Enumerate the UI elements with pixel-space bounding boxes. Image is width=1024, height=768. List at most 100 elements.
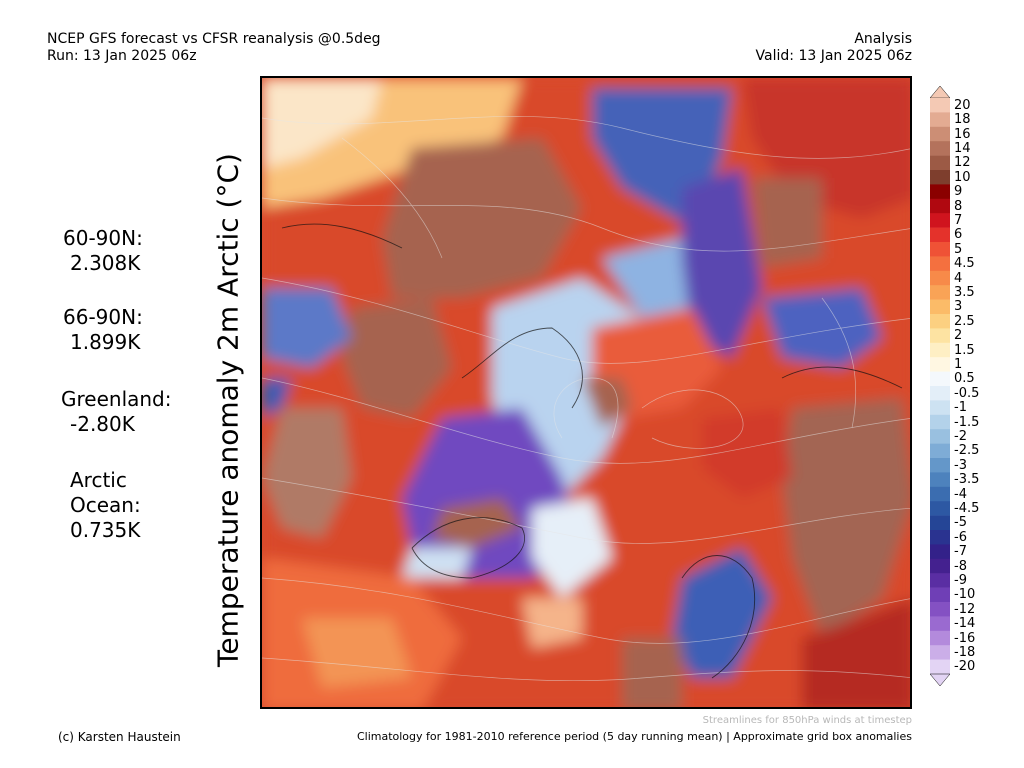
valid-time: Valid: 13 Jan 2025 06z xyxy=(755,48,912,64)
header-left: NCEP GFS forecast vs CFSR reanalysis @0.… xyxy=(47,31,381,65)
colorbar-tick-label: -1 xyxy=(954,400,967,416)
colorbar-tick-label: 8 xyxy=(954,198,963,214)
colorbar-tick-label: -5 xyxy=(954,515,967,531)
colorbar-tick-label: -18 xyxy=(954,644,976,660)
colorbar-segment xyxy=(930,170,950,185)
colorbar-segment xyxy=(930,227,950,243)
colorbar-segment xyxy=(930,573,950,588)
run-time: Run: 13 Jan 2025 06z xyxy=(47,48,197,64)
stat-value: -2.80K xyxy=(70,412,135,436)
colorbar-segment xyxy=(930,314,950,329)
colorbar-tick-label: 3.5 xyxy=(954,284,975,300)
climatology-note: Climatology for 1981-2010 reference peri… xyxy=(356,730,912,743)
colorbar-tick-label: 2 xyxy=(954,328,963,344)
colorbar-segment xyxy=(930,270,950,286)
colorbar-segment xyxy=(930,155,950,171)
colorbar-segment xyxy=(930,486,950,502)
colorbar-segment xyxy=(930,371,950,387)
colorbar-tick-label: 10 xyxy=(954,169,971,185)
colorbar-segment xyxy=(930,256,950,272)
colorbar-tick-label: 4.5 xyxy=(954,256,975,272)
colorbar-segment xyxy=(930,443,950,459)
colorbar-segment xyxy=(930,616,950,632)
colorbar-segment xyxy=(930,126,950,142)
colorbar-tick-label: 5 xyxy=(954,241,963,257)
colorbar-tick-label: -20 xyxy=(954,659,976,675)
colorbar-tick-label: 7 xyxy=(954,212,963,228)
colorbar-tick-label: 6 xyxy=(954,227,963,243)
colorbar-tick-label: 16 xyxy=(954,126,971,142)
colorbar-segment xyxy=(930,299,950,315)
colorbar-segment xyxy=(930,98,950,113)
colorbar-tick-label: 1 xyxy=(954,356,963,372)
colorbar-segment xyxy=(930,285,950,300)
colorbar-segment xyxy=(930,544,950,560)
colorbar-segment xyxy=(930,242,950,257)
colorbar-min-arrow xyxy=(930,673,950,686)
colorbar-segment xyxy=(930,429,950,444)
colorbar-segment xyxy=(930,630,950,646)
colorbar-tick-label: 9 xyxy=(954,184,963,200)
anomaly-field xyxy=(262,78,910,707)
colorbar-tick-label: 3 xyxy=(954,299,963,315)
colorbar-segment xyxy=(930,141,950,156)
stat-value: 1.899K xyxy=(70,330,141,354)
colorbar-segment xyxy=(930,501,950,516)
colorbar-tick-label: -10 xyxy=(954,587,976,603)
colorbar-tick-label: -16 xyxy=(954,630,976,646)
anomaly-map xyxy=(260,76,912,709)
stat-label: 66-90N: xyxy=(63,305,143,329)
colorbar-segment xyxy=(930,587,950,603)
colorbar-tick-label: -3.5 xyxy=(954,472,980,488)
colorbar-segment xyxy=(930,328,950,344)
colorbar-segment xyxy=(930,184,950,200)
colorbar-tick-label: -2 xyxy=(954,428,967,444)
colorbar-segment xyxy=(930,112,950,128)
colorbar-tick-label: -7 xyxy=(954,544,967,560)
credit: (c) Karsten Haustein xyxy=(58,730,181,744)
header-right: Analysis Valid: 13 Jan 2025 06z xyxy=(756,31,912,65)
colorbar-segment xyxy=(930,342,950,358)
colorbar-segment xyxy=(930,213,950,228)
colorbar-tick-label: -3 xyxy=(954,457,967,473)
stat-value: 0.735K xyxy=(70,518,141,542)
colorbar-segment xyxy=(930,198,950,214)
colorbar-tick-label: 4 xyxy=(954,270,963,286)
colorbar-tick-label: 12 xyxy=(954,155,971,171)
colorbar-segment xyxy=(930,530,950,545)
colorbar-segment xyxy=(930,357,950,372)
colorbar xyxy=(930,86,950,686)
stat-greenland: Greenland: -2.80K xyxy=(61,387,172,437)
colorbar-tick-label: 20 xyxy=(954,97,971,113)
colorbar-tick-label: -12 xyxy=(954,601,976,617)
colorbar-segment xyxy=(930,558,950,574)
stat-arctic-ocean: Arctic Ocean: 0.735K xyxy=(70,468,141,543)
colorbar-segment xyxy=(930,386,950,401)
analysis-label: Analysis xyxy=(854,31,912,47)
colorbar-segment xyxy=(930,414,950,430)
stat-label: Greenland: xyxy=(61,387,172,411)
colorbar-tick-label: 14 xyxy=(954,140,971,156)
colorbar-tick-label: -0.5 xyxy=(954,385,980,401)
colorbar-max-arrow xyxy=(930,86,950,99)
colorbar-tick-label: -8 xyxy=(954,558,967,574)
stat-label: Ocean: xyxy=(70,493,141,517)
colorbar-tick-label: -9 xyxy=(954,572,967,588)
stat-value: 2.308K xyxy=(70,251,141,275)
colorbar-tick-label: -4.5 xyxy=(954,500,980,516)
colorbar-tick-label: -2.5 xyxy=(954,443,980,459)
colorbar-segment xyxy=(930,472,950,488)
colorbar-tick-label: 2.5 xyxy=(954,313,975,329)
stat-60-90n: 60-90N: 2.308K xyxy=(63,226,143,276)
colorbar-segment xyxy=(930,602,950,617)
colorbar-tick-label: 1.5 xyxy=(954,342,975,358)
colorbar-segment xyxy=(930,400,950,416)
colorbar-tick-label: -14 xyxy=(954,616,976,632)
colorbar-tick-label: -1.5 xyxy=(954,414,980,430)
colorbar-tick-label: -4 xyxy=(954,486,967,502)
colorbar-segment xyxy=(930,515,950,531)
colorbar-segment xyxy=(930,645,950,660)
stat-label: Arctic xyxy=(70,468,127,492)
variable-label: Temperature anomaly 2m Arctic (°C) xyxy=(211,153,245,667)
colorbar-tick-label: -6 xyxy=(954,529,967,545)
